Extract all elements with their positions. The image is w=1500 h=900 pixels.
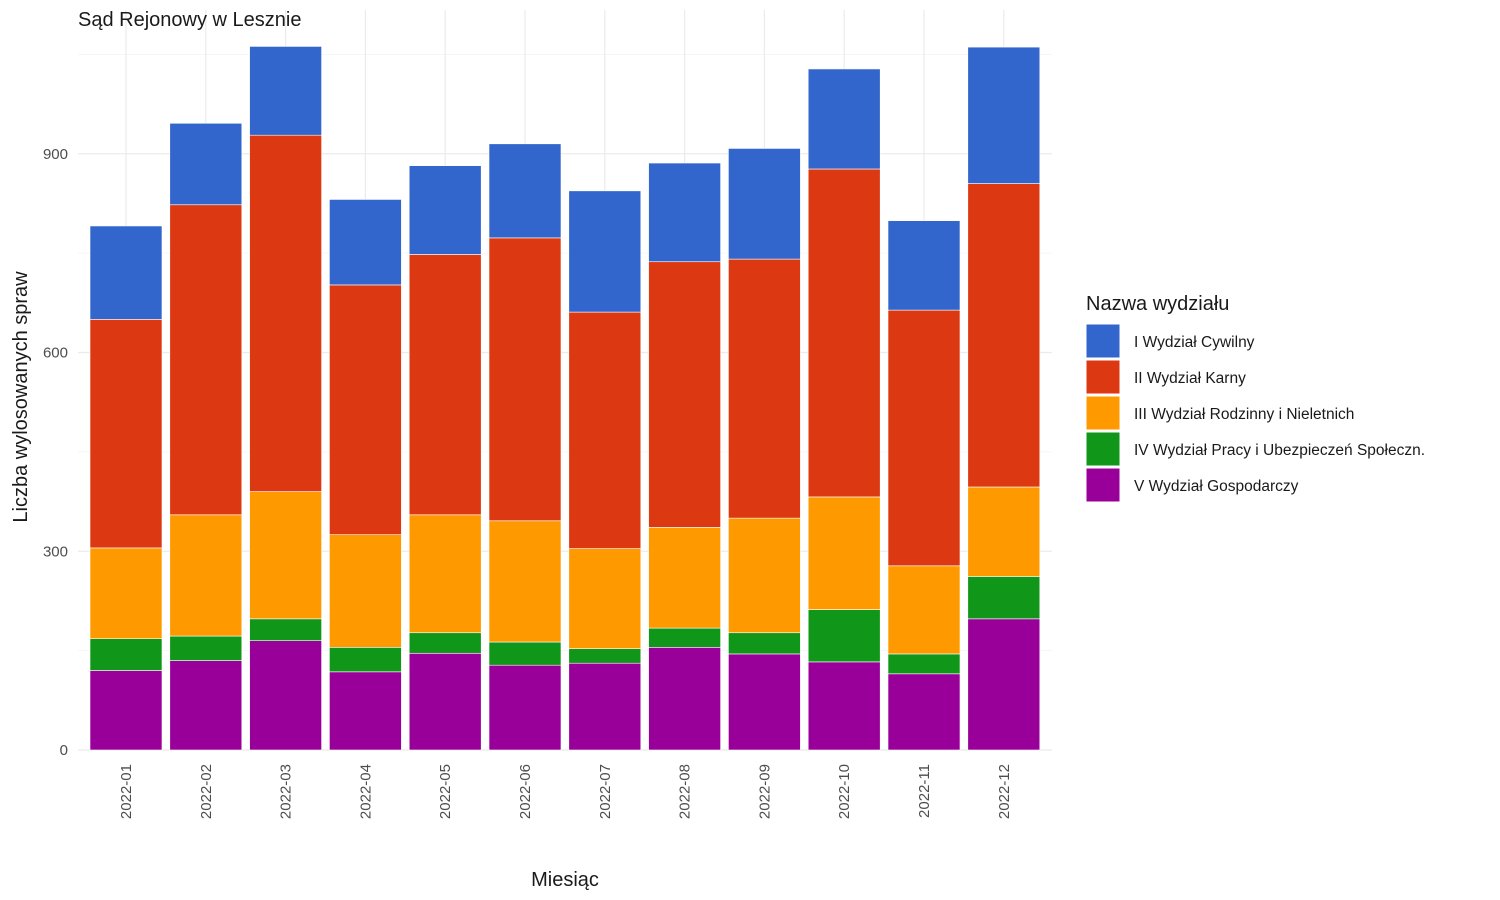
bar-segment [488, 641, 562, 666]
bar-segment [568, 190, 642, 313]
legend-swatch [1085, 359, 1121, 395]
x-tick-label: 2022-03 [278, 764, 295, 819]
bar-segment [249, 134, 322, 492]
bar-segment [169, 660, 243, 751]
bar-segment [807, 68, 881, 170]
bar-segment [329, 199, 402, 286]
bar-segment [728, 258, 801, 519]
legend-swatch [1085, 395, 1121, 431]
bar-segment [408, 165, 482, 255]
x-tick-label: 2022-09 [756, 764, 773, 819]
bar-segment [887, 220, 961, 311]
x-tick-label: 2022-07 [597, 764, 614, 819]
chart-title: Sąd Rejonowy w Lesznie [78, 9, 301, 31]
bar-segment [887, 653, 961, 675]
bar-segment [329, 284, 402, 535]
bar-segment [488, 143, 562, 239]
bar-segment [408, 514, 482, 634]
bar-segment [89, 225, 163, 320]
bar-segment [728, 653, 801, 751]
bar-segment [648, 261, 721, 528]
x-axis-title: Miesiąc [531, 869, 599, 891]
x-tick-label: 2022-06 [517, 764, 534, 819]
x-tick-label: 2022-08 [677, 764, 694, 819]
bar-segment [648, 647, 721, 751]
bar-segment [329, 671, 402, 751]
bar-segment [648, 162, 721, 263]
bar-segment [488, 237, 562, 522]
legend-swatch [1085, 323, 1121, 359]
bar-segment [648, 527, 721, 629]
bar-segment [967, 576, 1041, 620]
bar-segment [887, 565, 961, 655]
x-tick-label: 2022-05 [437, 764, 454, 819]
bar-segment [169, 514, 243, 637]
bar-segment [807, 496, 881, 610]
bar-segment [169, 635, 243, 661]
bar-segment [967, 46, 1041, 184]
bar-segment [249, 618, 322, 641]
x-tick-label: 2022-11 [916, 764, 933, 818]
legend: Nazwa wydziału I Wydział Cywilny II Wydzi… [1085, 293, 1425, 503]
bar-segment [408, 652, 482, 751]
bar-segment [568, 311, 642, 549]
y-tick-label: 0 [60, 742, 68, 759]
x-tick-label: 2022-12 [996, 764, 1013, 819]
legend-label: I Wydział Cywilny [1134, 334, 1255, 351]
bar-segment [249, 46, 322, 136]
y-tick-label: 900 [43, 146, 68, 163]
bar-segment [89, 547, 163, 639]
bar-segment [728, 148, 801, 260]
bar-segment [89, 670, 163, 751]
x-tick-label: 2022-10 [836, 764, 853, 819]
bar-segment [89, 638, 163, 671]
y-tick-label: 300 [43, 543, 68, 560]
bar-segment [967, 618, 1041, 751]
bar-segment [648, 627, 721, 648]
bars [89, 46, 1041, 751]
bar-segment [329, 534, 402, 648]
bar-segment [568, 648, 642, 664]
x-axis-ticks: 2022-01 2022-02 2022-03 2022-04 2022-05 2022-… [118, 764, 1013, 819]
bar-segment [728, 632, 801, 655]
legend-swatch [1085, 431, 1121, 467]
bar-segment [807, 168, 881, 498]
x-tick-label: 2022-01 [118, 764, 135, 819]
legend-title: Nazwa wydziału [1086, 293, 1229, 315]
legend-swatch [1085, 467, 1121, 503]
bar-segment [807, 609, 881, 663]
x-tick-label: 2022-04 [357, 764, 374, 819]
bar-segment [568, 548, 642, 649]
bar-segment [408, 632, 482, 654]
bar-segment [887, 309, 961, 567]
bar-segment [967, 183, 1041, 488]
y-axis-ticks: 0 300 600 900 [43, 146, 68, 759]
y-axis-title: Liczba wylosowanych spraw [10, 271, 32, 523]
bar-segment [89, 319, 163, 549]
bar-segment [807, 661, 881, 751]
legend-label: V Wydział Gospodarczy [1134, 478, 1299, 495]
bar-segment [568, 662, 642, 751]
x-tick-label: 2022-02 [198, 764, 215, 819]
bar-segment [249, 640, 322, 751]
bar-segment [408, 254, 482, 516]
y-tick-label: 600 [43, 345, 68, 362]
legend-label: III Wydział Rodzinny i Nieletnich [1134, 406, 1354, 423]
bar-segment [169, 122, 243, 206]
legend-label: IV Wydział Pracy i Ubezpieczeń Społeczn. [1134, 442, 1425, 459]
bar-segment [329, 647, 402, 673]
bar-segment [488, 664, 562, 751]
bar-segment [488, 520, 562, 643]
bar-segment [967, 486, 1041, 577]
bar-segment [249, 491, 322, 620]
legend-label: II Wydział Karny [1134, 370, 1246, 387]
bar-segment [728, 517, 801, 634]
bar-segment [887, 673, 961, 751]
bar-segment [169, 204, 243, 516]
